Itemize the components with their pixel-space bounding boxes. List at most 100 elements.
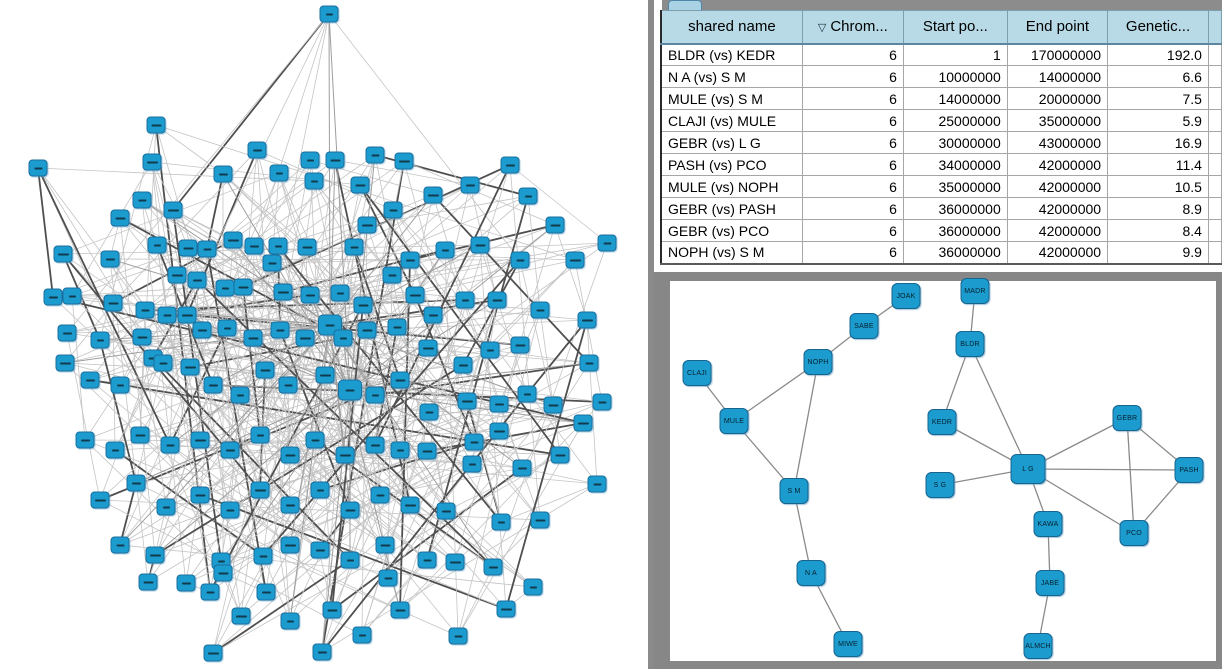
network-node[interactable]: [462, 455, 482, 473]
network-node[interactable]: [592, 393, 612, 411]
network-node[interactable]: [304, 172, 324, 190]
network-node[interactable]: [142, 153, 162, 171]
network-node[interactable]: [455, 291, 475, 309]
network-node[interactable]: [213, 165, 233, 183]
network-node[interactable]: [243, 329, 263, 347]
cell-shared-name[interactable]: GEBR (vs) PCO: [660, 219, 803, 242]
network-node[interactable]: [223, 231, 243, 249]
table-row[interactable]: GEBR (vs) L G 6 30000000 43000000 16.9: [660, 131, 1222, 154]
cell-value[interactable]: 6: [801, 109, 904, 132]
cell-value[interactable]: 43000000: [1006, 131, 1109, 154]
network-node[interactable]: [262, 254, 282, 272]
cell-value[interactable]: [1207, 241, 1222, 264]
cell-value[interactable]: [1207, 43, 1222, 66]
cell-shared-name[interactable]: MULE (vs) S M: [660, 87, 803, 110]
network-node[interactable]: [220, 501, 240, 519]
network-node[interactable]: [273, 283, 293, 301]
network-node[interactable]: [365, 436, 385, 454]
network-node[interactable]: [110, 376, 130, 394]
network-node[interactable]: [253, 547, 273, 565]
network-node[interactable]: [487, 291, 507, 309]
network-node-noph[interactable]: NOPH: [803, 349, 833, 375]
network-node[interactable]: [213, 564, 233, 582]
cell-value[interactable]: 6: [801, 175, 904, 198]
network-node[interactable]: [530, 301, 550, 319]
network-node[interactable]: [280, 612, 300, 630]
column-header[interactable]: ▽ Chrom...: [801, 10, 904, 45]
table-row[interactable]: GEBR (vs) PCO 6 36000000 42000000 8.4: [660, 219, 1222, 242]
cell-value[interactable]: [1207, 109, 1222, 132]
network-node-mule[interactable]: MULE: [719, 408, 749, 434]
cell-value[interactable]: 10.5: [1107, 175, 1209, 198]
cell-value[interactable]: 7.5: [1107, 87, 1209, 110]
network-node[interactable]: [573, 414, 593, 432]
cell-value[interactable]: 8.4: [1107, 219, 1209, 242]
network-node-joak[interactable]: JOAK: [891, 283, 921, 309]
cell-value[interactable]: 6: [801, 87, 904, 110]
network-node[interactable]: [491, 513, 511, 531]
network-node[interactable]: [587, 475, 607, 493]
network-node[interactable]: [190, 486, 210, 504]
network-node[interactable]: [378, 569, 398, 587]
network-node[interactable]: [300, 151, 320, 169]
network-node[interactable]: [167, 266, 187, 284]
network-node[interactable]: [579, 354, 599, 372]
network-node[interactable]: [90, 491, 110, 509]
cell-value[interactable]: 16.9: [1107, 131, 1209, 154]
cell-value[interactable]: 192.0: [1107, 43, 1209, 66]
network-node[interactable]: [160, 436, 180, 454]
network-node[interactable]: [435, 241, 455, 259]
network-node[interactable]: [370, 486, 390, 504]
network-node[interactable]: [269, 164, 289, 182]
network-node[interactable]: [220, 441, 240, 459]
network-node[interactable]: [597, 234, 617, 252]
network-node[interactable]: [62, 287, 82, 305]
network-node-jabe[interactable]: JABE: [1035, 570, 1065, 596]
network-node[interactable]: [510, 251, 530, 269]
network-node[interactable]: [250, 481, 270, 499]
table-tab[interactable]: [668, 0, 702, 10]
network-node[interactable]: [163, 201, 183, 219]
cell-value[interactable]: 36000000: [902, 197, 1008, 220]
network-node[interactable]: [105, 441, 125, 459]
cell-shared-name[interactable]: BLDR (vs) KEDR: [660, 43, 803, 66]
network-node[interactable]: [231, 607, 251, 625]
column-header[interactable]: Start po...: [902, 10, 1008, 45]
cell-value[interactable]: [1207, 219, 1222, 242]
network-node[interactable]: [350, 176, 370, 194]
network-node[interactable]: [480, 341, 500, 359]
cell-value[interactable]: 14000000: [1006, 65, 1109, 88]
network-node[interactable]: [268, 237, 288, 255]
network-node[interactable]: [400, 251, 420, 269]
network-node[interactable]: [187, 271, 207, 289]
network-node[interactable]: [510, 336, 530, 354]
network-node[interactable]: [523, 578, 543, 596]
network-node[interactable]: [177, 306, 197, 324]
network-node[interactable]: [340, 501, 360, 519]
network-node[interactable]: [418, 339, 438, 357]
network-node[interactable]: [375, 536, 395, 554]
network-node-claji[interactable]: CLAJI: [682, 360, 712, 386]
network-node[interactable]: [233, 278, 253, 296]
table-row[interactable]: CLAJI (vs) MULE 6 25000000 35000000 5.9: [660, 109, 1222, 132]
network-node[interactable]: [457, 392, 477, 410]
network-node[interactable]: [53, 245, 73, 263]
network-node[interactable]: [280, 536, 300, 554]
network-node-kawa[interactable]: KAWA: [1033, 511, 1063, 537]
network-node[interactable]: [338, 379, 362, 401]
network-node[interactable]: [90, 331, 110, 349]
cell-value[interactable]: 8.9: [1107, 197, 1209, 220]
cell-value[interactable]: 42000000: [1006, 241, 1109, 264]
network-node[interactable]: [512, 459, 532, 477]
network-node-s-g[interactable]: S G: [925, 472, 955, 498]
network-node[interactable]: [28, 159, 48, 177]
network-node[interactable]: [577, 311, 597, 329]
network-node[interactable]: [138, 573, 158, 591]
network-node[interactable]: [256, 583, 276, 601]
network-node-l-g[interactable]: L G: [1010, 454, 1046, 484]
cell-value[interactable]: [1207, 65, 1222, 88]
network-node[interactable]: [464, 433, 484, 451]
cell-value[interactable]: 20000000: [1006, 87, 1109, 110]
cell-value[interactable]: 10000000: [902, 65, 1008, 88]
network-node[interactable]: [423, 306, 443, 324]
